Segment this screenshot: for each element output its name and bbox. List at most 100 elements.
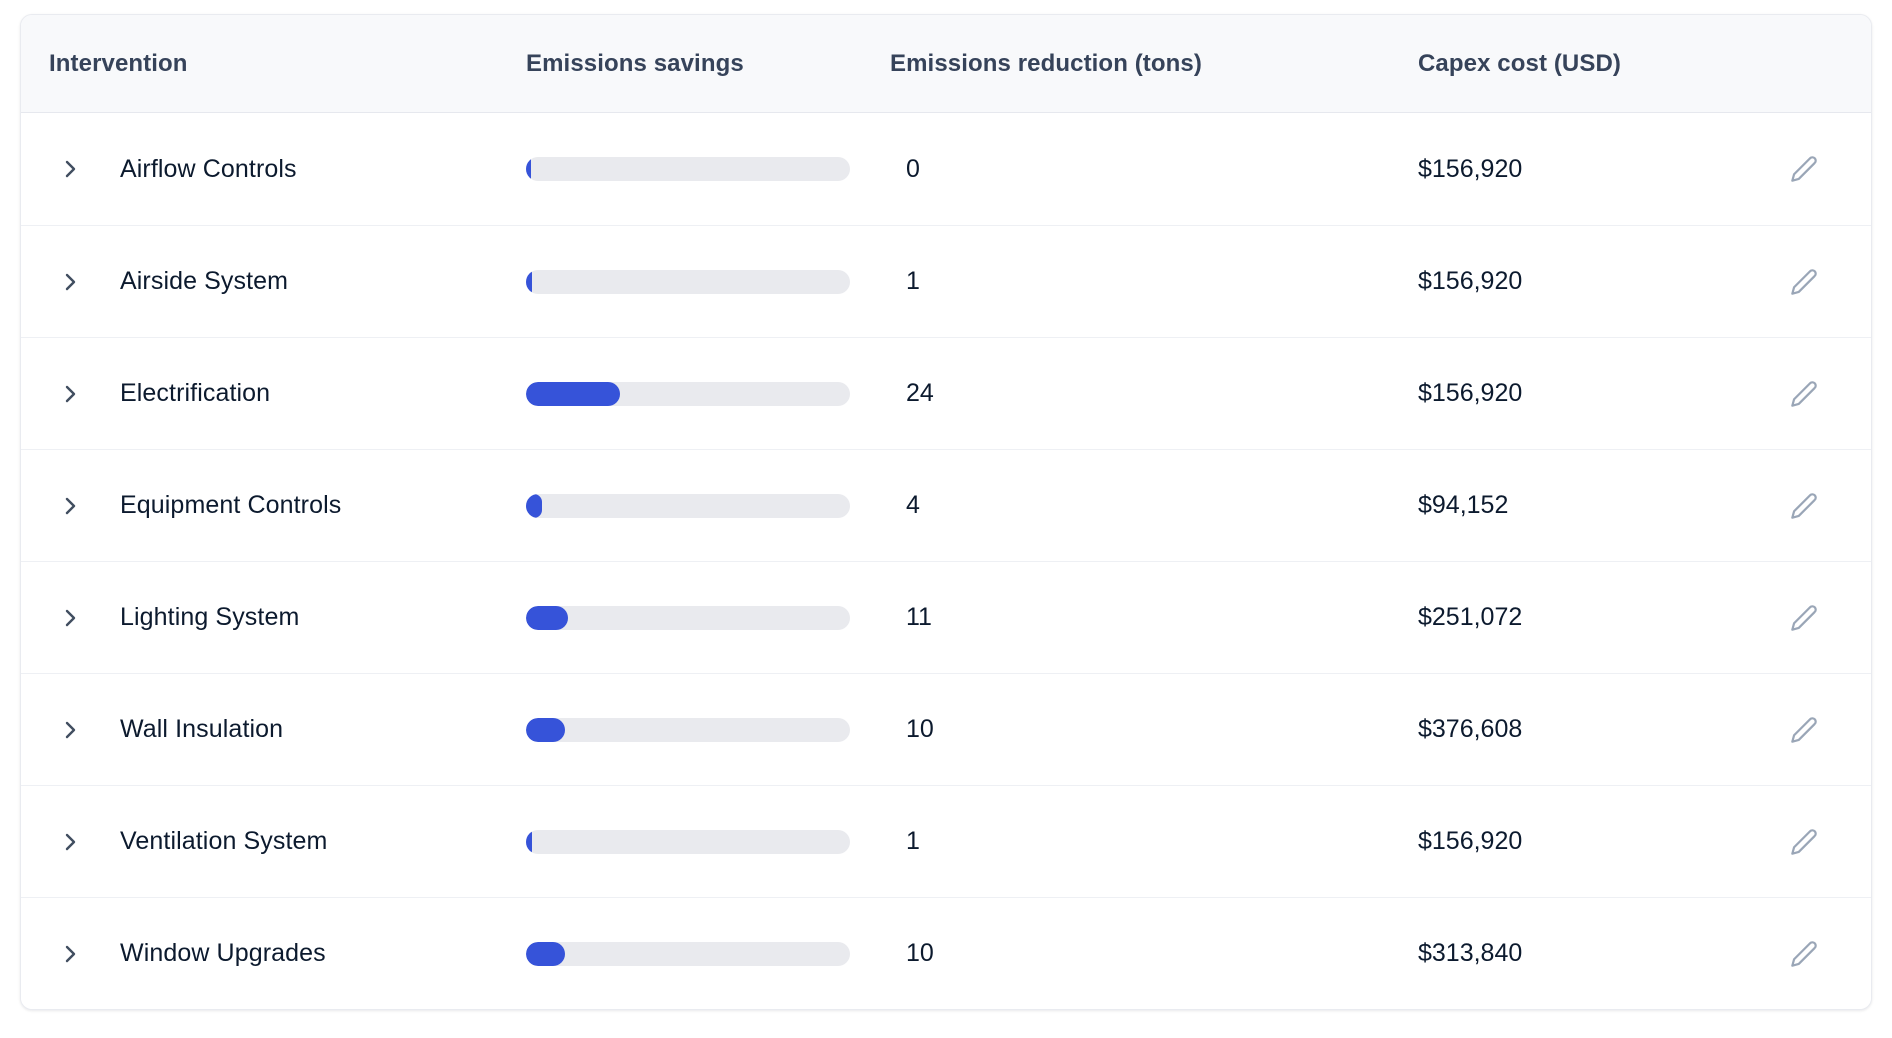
capex-cost-value: $94,152 bbox=[1418, 491, 1509, 519]
table-row: Airside System 1 $156,920 bbox=[21, 225, 1871, 337]
intervention-cell: Equipment Controls bbox=[43, 488, 526, 524]
emissions-savings-bar-fill bbox=[526, 717, 565, 742]
emissions-reduction-value: 10 bbox=[906, 939, 934, 967]
column-header-emissions-savings: Emissions savings bbox=[526, 49, 744, 77]
emissions-savings-bar-fill bbox=[526, 157, 531, 181]
edit-row-button[interactable] bbox=[1782, 596, 1826, 640]
emissions-savings-bar-fill bbox=[526, 941, 565, 966]
emissions-savings-bar-fill bbox=[526, 829, 533, 854]
table-row: Wall Insulation 10 $376,608 bbox=[21, 673, 1871, 785]
intervention-cell: Wall Insulation bbox=[43, 712, 526, 748]
emissions-reduction-value: 0 bbox=[906, 154, 920, 183]
interventions-table-card: Intervention Emissions savings Emissions… bbox=[20, 14, 1872, 1010]
pencil-icon bbox=[1791, 604, 1817, 631]
expand-row-button[interactable] bbox=[52, 712, 88, 748]
emissions-savings-bar bbox=[526, 605, 850, 630]
chevron-right-icon bbox=[65, 609, 76, 626]
chevron-right-icon bbox=[65, 721, 76, 738]
emissions-savings-bar-fill bbox=[526, 269, 533, 294]
capex-cost-value: $313,840 bbox=[1418, 939, 1523, 967]
table-row: Electrification 24 $156,920 bbox=[21, 337, 1871, 449]
edit-row-button[interactable] bbox=[1782, 372, 1826, 416]
emissions-savings-cell bbox=[526, 829, 890, 854]
expand-row-button[interactable] bbox=[52, 600, 88, 636]
capex-cost-value: $251,072 bbox=[1418, 603, 1523, 631]
pencil-icon bbox=[1791, 716, 1817, 743]
intervention-cell: Airside System bbox=[43, 264, 526, 300]
intervention-cell: Window Upgrades bbox=[43, 936, 526, 972]
expand-row-button[interactable] bbox=[52, 936, 88, 972]
intervention-name: Lighting System bbox=[120, 603, 300, 631]
actions-cell bbox=[1759, 708, 1849, 752]
intervention-name: Ventilation System bbox=[120, 827, 328, 855]
chevron-right-icon bbox=[65, 385, 76, 402]
pencil-icon bbox=[1791, 492, 1817, 519]
expand-row-button[interactable] bbox=[52, 376, 88, 412]
emissions-savings-cell bbox=[526, 717, 890, 742]
intervention-cell: Airflow Controls bbox=[43, 151, 526, 187]
expand-row-button[interactable] bbox=[52, 488, 88, 524]
emissions-savings-bar bbox=[526, 717, 850, 742]
table-header-row: Intervention Emissions savings Emissions… bbox=[21, 15, 1871, 113]
emissions-reduction-value: 4 bbox=[906, 491, 920, 519]
expand-row-button[interactable] bbox=[52, 824, 88, 860]
intervention-name: Window Upgrades bbox=[120, 939, 326, 967]
emissions-reduction-value: 1 bbox=[906, 827, 920, 855]
pencil-icon bbox=[1791, 268, 1817, 295]
chevron-right-icon bbox=[65, 833, 76, 850]
intervention-name: Electrification bbox=[120, 379, 271, 407]
column-header-capex-cost: Capex cost (USD) bbox=[1418, 49, 1621, 77]
edit-row-button[interactable] bbox=[1782, 147, 1826, 191]
intervention-name: Wall Insulation bbox=[120, 715, 284, 743]
emissions-savings-bar-fill bbox=[526, 605, 569, 630]
emissions-savings-cell bbox=[526, 157, 890, 181]
emissions-reduction-value: 24 bbox=[906, 379, 934, 407]
chevron-right-icon bbox=[65, 273, 76, 290]
emissions-savings-bar bbox=[526, 829, 850, 854]
actions-cell bbox=[1759, 932, 1849, 976]
edit-row-button[interactable] bbox=[1782, 260, 1826, 304]
expand-row-button[interactable] bbox=[52, 264, 88, 300]
edit-row-button[interactable] bbox=[1782, 484, 1826, 528]
intervention-name: Airside System bbox=[120, 267, 289, 295]
table-row: Lighting System 11 $251,072 bbox=[21, 561, 1871, 673]
chevron-right-icon bbox=[65, 497, 76, 514]
capex-cost-value: $156,920 bbox=[1418, 154, 1523, 183]
capex-cost-value: $156,920 bbox=[1418, 827, 1523, 855]
emissions-savings-cell bbox=[526, 381, 890, 406]
capex-cost-value: $156,920 bbox=[1418, 379, 1523, 407]
edit-row-button[interactable] bbox=[1782, 820, 1826, 864]
actions-cell bbox=[1759, 372, 1849, 416]
intervention-name: Airflow Controls bbox=[120, 154, 297, 183]
intervention-cell: Electrification bbox=[43, 376, 526, 412]
emissions-savings-bar bbox=[526, 941, 850, 966]
expand-row-button[interactable] bbox=[52, 151, 88, 187]
column-header-emissions-reduction: Emissions reduction (tons) bbox=[890, 49, 1202, 77]
table-row: Ventilation System 1 $156,920 bbox=[21, 785, 1871, 897]
actions-cell bbox=[1759, 147, 1849, 191]
table-body: Airflow Controls 0 $156,920 Airside Syst bbox=[21, 113, 1871, 1009]
emissions-savings-bar-fill bbox=[526, 381, 620, 406]
column-header-intervention: Intervention bbox=[49, 49, 188, 77]
actions-cell bbox=[1759, 260, 1849, 304]
intervention-name: Equipment Controls bbox=[120, 491, 342, 519]
emissions-reduction-value: 11 bbox=[906, 603, 932, 631]
chevron-right-icon bbox=[65, 945, 76, 962]
actions-cell bbox=[1759, 820, 1849, 864]
pencil-icon bbox=[1791, 380, 1817, 407]
emissions-savings-cell bbox=[526, 493, 890, 518]
emissions-savings-cell bbox=[526, 941, 890, 966]
edit-row-button[interactable] bbox=[1782, 708, 1826, 752]
emissions-savings-bar bbox=[526, 493, 850, 518]
emissions-reduction-value: 1 bbox=[906, 267, 920, 295]
emissions-savings-bar bbox=[526, 157, 850, 181]
emissions-savings-cell bbox=[526, 605, 890, 630]
edit-row-button[interactable] bbox=[1782, 932, 1826, 976]
emissions-savings-bar bbox=[526, 381, 850, 406]
emissions-savings-bar-fill bbox=[526, 493, 543, 518]
emissions-reduction-value: 10 bbox=[906, 715, 934, 743]
actions-cell bbox=[1759, 484, 1849, 528]
intervention-cell: Lighting System bbox=[43, 600, 526, 636]
table-row: Window Upgrades 10 $313,840 bbox=[21, 897, 1871, 1009]
capex-cost-value: $156,920 bbox=[1418, 267, 1523, 295]
